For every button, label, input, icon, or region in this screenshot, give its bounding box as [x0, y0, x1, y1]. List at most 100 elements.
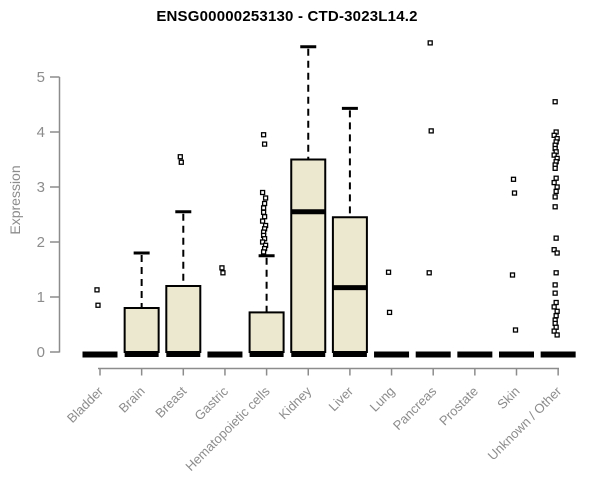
x-tick-label: Brain — [116, 384, 148, 416]
outlier-point — [552, 99, 558, 105]
outlier-point — [428, 128, 434, 134]
outlier-point — [551, 247, 557, 253]
outlier-point — [259, 239, 266, 245]
outlier-point — [510, 176, 517, 182]
flat-bar — [415, 351, 451, 358]
outlier-point — [552, 194, 558, 200]
flat-bar — [540, 351, 576, 358]
outlier-point — [553, 235, 559, 241]
box-group-liver — [331, 106, 368, 357]
y-tick-label: 4 — [37, 124, 45, 141]
outlier-point — [426, 270, 432, 276]
x-tick-label: Skin — [494, 384, 522, 412]
outlier-point — [512, 327, 519, 333]
outlier-point — [260, 205, 267, 211]
box-body — [165, 285, 202, 353]
median-line — [166, 351, 201, 357]
outlier-point — [259, 218, 266, 224]
x-tick-label: Breast — [152, 383, 189, 420]
outlier-point — [95, 302, 101, 308]
box-group-breast — [165, 154, 202, 357]
outlier-point — [551, 152, 557, 158]
outlier-point — [261, 200, 268, 207]
y-tick-label: 1 — [37, 289, 45, 306]
outlier-point — [554, 184, 560, 190]
y-axis-label: Expression — [7, 165, 23, 235]
flat-bar — [207, 351, 243, 358]
box-group-brain — [123, 251, 160, 357]
box-group-hematopoietic-cells — [248, 132, 285, 357]
y-axis: 0 1 2 3 4 5 — [37, 69, 61, 361]
outlier-point — [551, 328, 557, 334]
median-line — [124, 351, 159, 357]
outlier-point — [260, 132, 267, 138]
flat-bar — [499, 351, 534, 358]
outlier-point — [553, 313, 559, 319]
x-tick-label: Unknown / Other — [485, 383, 565, 463]
y-tick-label: 0 — [37, 344, 45, 361]
box-body — [290, 158, 327, 353]
outlier-point — [259, 189, 266, 196]
outlier-point — [385, 269, 392, 275]
outlier-point — [260, 209, 267, 215]
outlier-point — [551, 304, 557, 310]
flat-bar — [457, 351, 493, 358]
chart-title: ENSG00000253130 - CTD-3023L14.2 — [156, 8, 418, 25]
box-group-skin — [499, 176, 534, 358]
box-body — [123, 307, 160, 353]
flat-bar — [374, 351, 410, 358]
outlier-point — [511, 190, 518, 196]
x-tick-label: Prostate — [436, 384, 481, 429]
outlier-point — [178, 159, 184, 165]
outlier-point — [262, 195, 269, 201]
outlier-point — [386, 309, 393, 316]
outlier-point — [552, 165, 558, 171]
box-group-prostate — [457, 351, 493, 358]
x-tick-label: Pancreas — [390, 383, 440, 433]
outlier-point — [553, 270, 559, 276]
box-group-pancreas — [415, 40, 451, 358]
median-line — [291, 209, 326, 215]
x-tick-label: Lung — [367, 384, 398, 415]
outlier-point — [94, 287, 100, 293]
median-line — [332, 285, 367, 291]
box-body — [331, 216, 368, 353]
outlier-point — [553, 188, 559, 195]
outlier-point — [553, 175, 559, 181]
outlier-point — [554, 332, 560, 338]
box-group-kidney — [290, 45, 327, 357]
y-tick-label: 2 — [37, 234, 45, 251]
outlier-point — [219, 265, 225, 271]
box-group-unknown-other — [540, 99, 576, 358]
x-tick-label: Bladder — [64, 383, 107, 426]
outlier-point — [552, 282, 558, 288]
outlier-point — [509, 272, 516, 278]
box-group-lung — [374, 269, 410, 358]
base-bar — [332, 351, 367, 357]
x-tick-label: Kidney — [276, 383, 315, 422]
box-body — [248, 311, 285, 353]
outlier-point — [551, 132, 557, 138]
y-tick-label: 3 — [37, 179, 45, 196]
box-group-gastric — [207, 265, 243, 358]
outlier-point — [551, 179, 557, 186]
outlier-point — [553, 299, 559, 306]
outlier-point — [552, 204, 558, 210]
y-tick-label: 5 — [37, 69, 45, 86]
outlier-point — [554, 308, 560, 314]
median-line — [249, 351, 284, 357]
outlier-point — [261, 214, 268, 220]
outlier-point — [177, 154, 183, 160]
outlier-point — [220, 270, 226, 276]
flat-bar — [82, 351, 118, 358]
x-tick-label: Liver — [325, 383, 356, 414]
outlier-point — [554, 250, 560, 256]
outlier-point — [427, 40, 433, 46]
box-group-bladder — [82, 287, 118, 358]
outlier-point — [261, 141, 268, 147]
outlier-point — [552, 290, 558, 296]
x-tick-label: Gastric — [191, 383, 231, 423]
